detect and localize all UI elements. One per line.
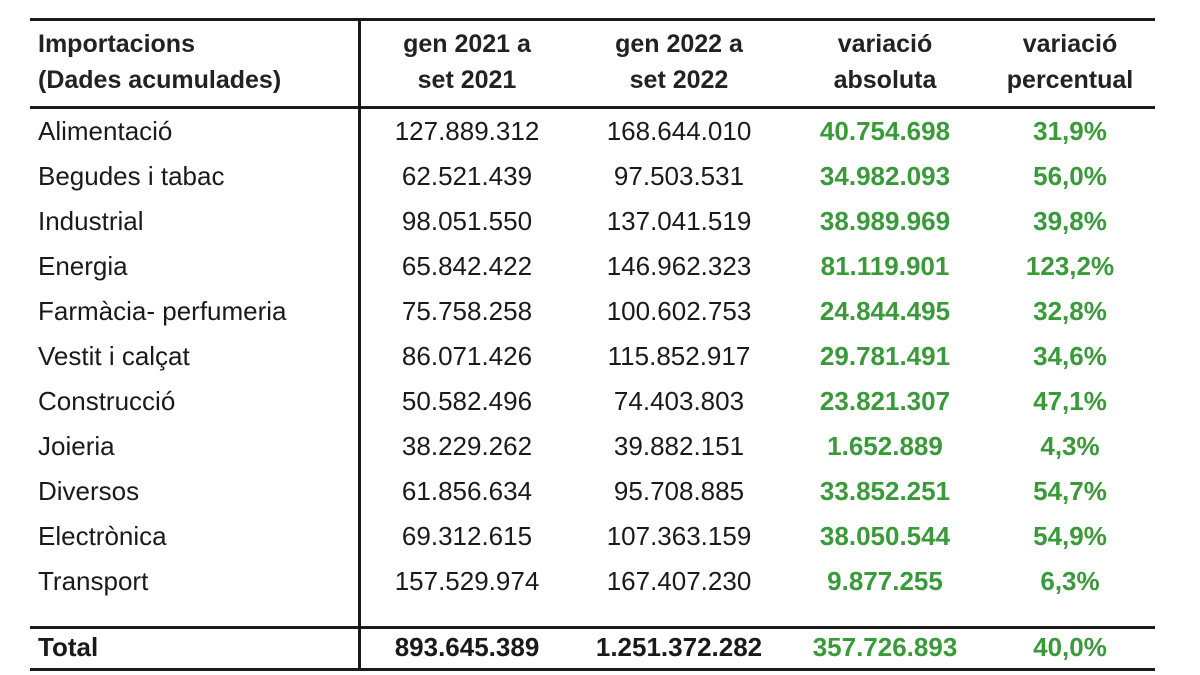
row-value-2022: 100.602.753 <box>606 296 752 326</box>
row-percent-variation: 34,6% <box>1033 341 1107 371</box>
row-value-2021: 86.071.426 <box>401 341 533 371</box>
row-absolute-variation: 81.119.901 <box>820 251 950 281</box>
row-category: Alimentació <box>38 116 173 146</box>
row-category: Farmàcia- perfumeria <box>38 296 287 326</box>
total-top-rule <box>30 626 1155 629</box>
row-value-2022: 115.852.917 <box>607 341 751 371</box>
row-absolute-variation: 23.821.307 <box>819 386 951 416</box>
row-value-2021: 62.521.439 <box>401 161 533 191</box>
row-value-2022: 39.882.151 <box>613 431 745 461</box>
row-value-2021: 65.842.422 <box>401 251 533 281</box>
row-value-2022: 95.708.885 <box>613 476 745 506</box>
header-period-2021-line1: gen 2021 a <box>403 30 531 58</box>
header-absolute-variation-line1: variació <box>837 30 933 58</box>
row-value-2021: 69.312.615 <box>401 521 533 551</box>
row-absolute-variation: 40.754.698 <box>819 116 951 146</box>
row-value-2022: 74.403.803 <box>613 386 745 416</box>
row-category: Transport <box>38 566 149 596</box>
header-absolute-variation-line2: absoluta <box>833 66 937 94</box>
row-category: Industrial <box>38 206 144 236</box>
row-category: Diversos <box>38 476 140 506</box>
row-absolute-variation: 33.852.251 <box>819 476 951 506</box>
row-value-2022: 137.041.519 <box>606 206 752 236</box>
header-category-line1: Importacions <box>38 30 195 58</box>
row-value-2022: 168.644.010 <box>606 116 752 146</box>
row-value-2021: 127.889.312 <box>394 116 540 146</box>
header-percent-variation-line2: percentual <box>1006 66 1134 94</box>
row-category: Joieria <box>38 431 115 461</box>
table-bottom-rule <box>30 668 1155 671</box>
row-value-2022: 97.503.531 <box>613 161 745 191</box>
row-percent-variation: 47,1% <box>1033 386 1107 416</box>
row-category: Vestit i calçat <box>38 341 190 371</box>
header-percent-variation-line1: variació <box>1022 30 1118 58</box>
header-period-2022: gen 2022 a set 2022 <box>573 26 785 98</box>
row-percent-variation: 32,8% <box>1033 296 1107 326</box>
row-percent-variation: 4,3% <box>1040 431 1100 461</box>
header-period-2022-line2: set 2022 <box>629 66 729 94</box>
first-column-separator <box>358 18 361 671</box>
header-category-line2: (Dades acumulades) <box>38 66 282 94</box>
row-value-2021: 61.856.634 <box>401 476 533 506</box>
total-label: Total <box>38 632 99 662</box>
header-bottom-rule <box>30 106 1155 109</box>
total-absolute-variation: 357.726.893 <box>812 632 958 662</box>
row-value-2021: 98.051.550 <box>401 206 533 236</box>
row-percent-variation: 123,2% <box>1025 251 1115 281</box>
row-absolute-variation: 34.982.093 <box>819 161 951 191</box>
row-absolute-variation: 29.781.491 <box>819 341 951 371</box>
row-absolute-variation: 38.050.544 <box>819 521 951 551</box>
imports-table: Importacions (Dades acumulades) gen 2021… <box>30 18 1155 671</box>
total-percent-variation: 40,0% <box>1033 632 1107 662</box>
row-percent-variation: 31,9% <box>1033 116 1107 146</box>
row-value-2021: 75.758.258 <box>401 296 533 326</box>
header-category: Importacions (Dades acumulades) <box>38 26 281 98</box>
total-value-2022: 1.251.372.282 <box>595 632 763 662</box>
header-period-2022-line1: gen 2022 a <box>615 30 743 58</box>
row-value-2022: 167.407.230 <box>606 566 752 596</box>
row-category: Construcció <box>38 386 176 416</box>
row-percent-variation: 54,7% <box>1033 476 1107 506</box>
row-absolute-variation: 9.877.255 <box>827 566 943 596</box>
row-absolute-variation: 1.652.889 <box>827 431 943 461</box>
row-value-2021: 50.582.496 <box>401 386 533 416</box>
row-category: Begudes i tabac <box>38 161 225 191</box>
header-percent-variation: variació percentual <box>985 26 1155 98</box>
row-absolute-variation: 24.844.495 <box>819 296 951 326</box>
row-percent-variation: 56,0% <box>1033 161 1107 191</box>
row-value-2021: 38.229.262 <box>401 431 533 461</box>
row-absolute-variation: 38.989.969 <box>819 206 951 236</box>
total-value-2021: 893.645.389 <box>394 632 540 662</box>
row-value-2022: 107.363.159 <box>606 521 752 551</box>
header-absolute-variation: variació absoluta <box>785 26 985 98</box>
row-category: Electrònica <box>38 521 167 551</box>
row-value-2021: 157.529.974 <box>394 566 540 596</box>
row-percent-variation: 54,9% <box>1033 521 1107 551</box>
row-value-2022: 146.962.323 <box>606 251 752 281</box>
row-percent-variation: 6,3% <box>1040 566 1100 596</box>
row-category: Energia <box>38 251 128 281</box>
header-period-2021-line2: set 2021 <box>417 66 517 94</box>
header-period-2021: gen 2021 a set 2021 <box>361 26 573 98</box>
row-percent-variation: 39,8% <box>1033 206 1107 236</box>
table-top-rule <box>30 18 1155 21</box>
